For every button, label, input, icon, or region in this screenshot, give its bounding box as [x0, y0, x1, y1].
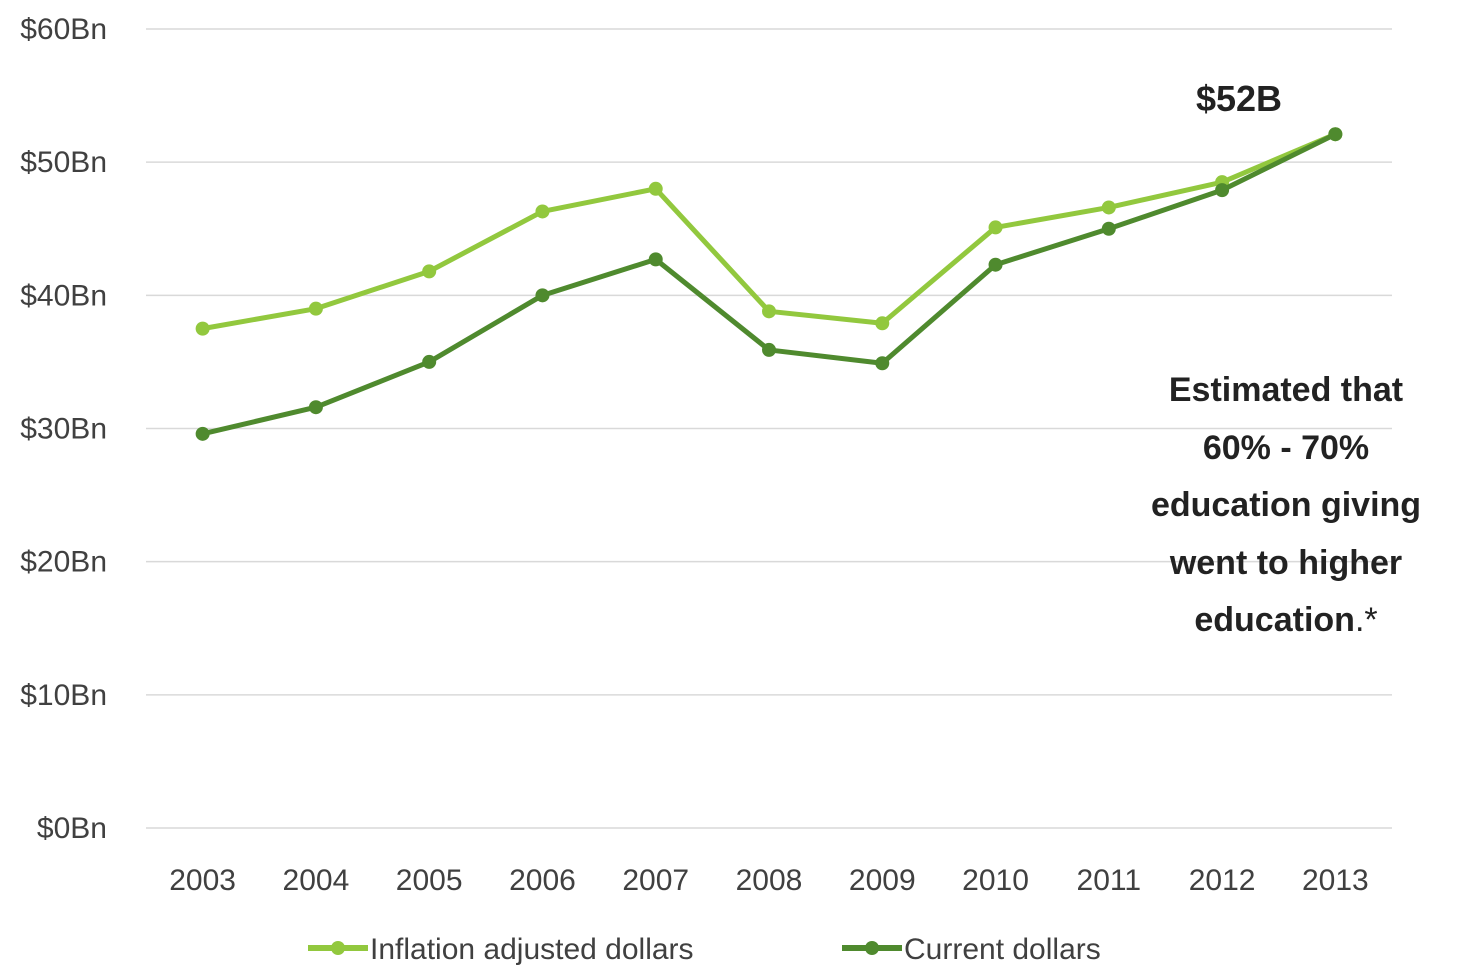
- x-tick-label: 2006: [509, 864, 576, 897]
- series-line: [202, 131, 1337, 437]
- note-line-5-bold: education: [1194, 601, 1355, 639]
- data-point: [1101, 221, 1116, 236]
- series-lines: [195, 127, 1343, 441]
- y-tick-label: $60Bn: [20, 13, 107, 46]
- data-point: [308, 400, 323, 415]
- x-tick-label: 2003: [169, 864, 236, 897]
- legend-label-inflation: Inflation adjusted dollars: [370, 933, 694, 966]
- data-point: [535, 204, 550, 219]
- data-point: [762, 304, 776, 319]
- data-point: [1328, 127, 1343, 142]
- legend-swatch-marker: [865, 941, 879, 955]
- data-point: [195, 426, 210, 441]
- series-0: [195, 127, 1343, 336]
- peak-value-annotation: $52B: [1196, 78, 1282, 119]
- series-line: [202, 131, 1337, 332]
- legend-item-inflation: Inflation adjusted dollars: [308, 933, 694, 966]
- x-axis-ticks: 2003 2004 2005 2006 2007 2008 2009 2010 2011 2012…: [169, 864, 1368, 897]
- data-point: [988, 220, 1003, 235]
- note-annotation: Estimated that 60% - 70% education givin…: [1151, 371, 1421, 639]
- x-tick-label: 2009: [849, 864, 916, 897]
- x-tick-label: 2004: [283, 864, 350, 897]
- legend-item-current: Current dollars: [842, 933, 1101, 966]
- x-tick-label: 2007: [622, 864, 689, 897]
- data-point: [648, 252, 663, 267]
- data-point: [195, 321, 210, 336]
- y-tick-label: $30Bn: [20, 413, 107, 446]
- y-tick-label: $40Bn: [20, 279, 107, 312]
- note-line-1: Estimated that: [1169, 371, 1403, 409]
- data-point: [1101, 200, 1116, 215]
- x-tick-label: 2012: [1189, 864, 1256, 897]
- data-point: [308, 301, 323, 316]
- data-point: [875, 356, 890, 371]
- data-point: [988, 257, 1003, 272]
- x-tick-label: 2013: [1302, 864, 1369, 897]
- x-tick-label: 2010: [962, 864, 1029, 897]
- legend: Inflation adjusted dollars Current dolla…: [308, 933, 1101, 966]
- note-line-5: education.*: [1194, 601, 1377, 639]
- data-point: [875, 316, 890, 331]
- legend-swatch-marker: [331, 941, 345, 955]
- legend-label-current: Current dollars: [904, 933, 1101, 966]
- series-1: [195, 127, 1343, 441]
- x-tick-label: 2011: [1077, 864, 1142, 897]
- y-tick-label: $50Bn: [20, 146, 107, 179]
- data-point: [648, 181, 663, 196]
- data-point: [762, 342, 776, 357]
- data-point: [422, 264, 437, 279]
- note-line-4: went to higher: [1169, 544, 1402, 582]
- note-line-3: education giving: [1151, 486, 1421, 524]
- data-point: [1215, 183, 1230, 198]
- data-point: [422, 354, 437, 369]
- y-axis-ticks: $0Bn $10Bn $20Bn $30Bn $40Bn $50Bn $60Bn: [20, 13, 107, 845]
- note-line-2: 60% - 70%: [1203, 429, 1369, 467]
- y-tick-label: $0Bn: [37, 812, 107, 845]
- y-tick-label: $20Bn: [20, 546, 107, 579]
- x-tick-label: 2008: [736, 864, 803, 897]
- note-line-5-suffix: .*: [1355, 601, 1378, 639]
- data-point: [535, 288, 550, 303]
- y-tick-label: $10Bn: [20, 679, 107, 712]
- x-tick-label: 2005: [396, 864, 463, 897]
